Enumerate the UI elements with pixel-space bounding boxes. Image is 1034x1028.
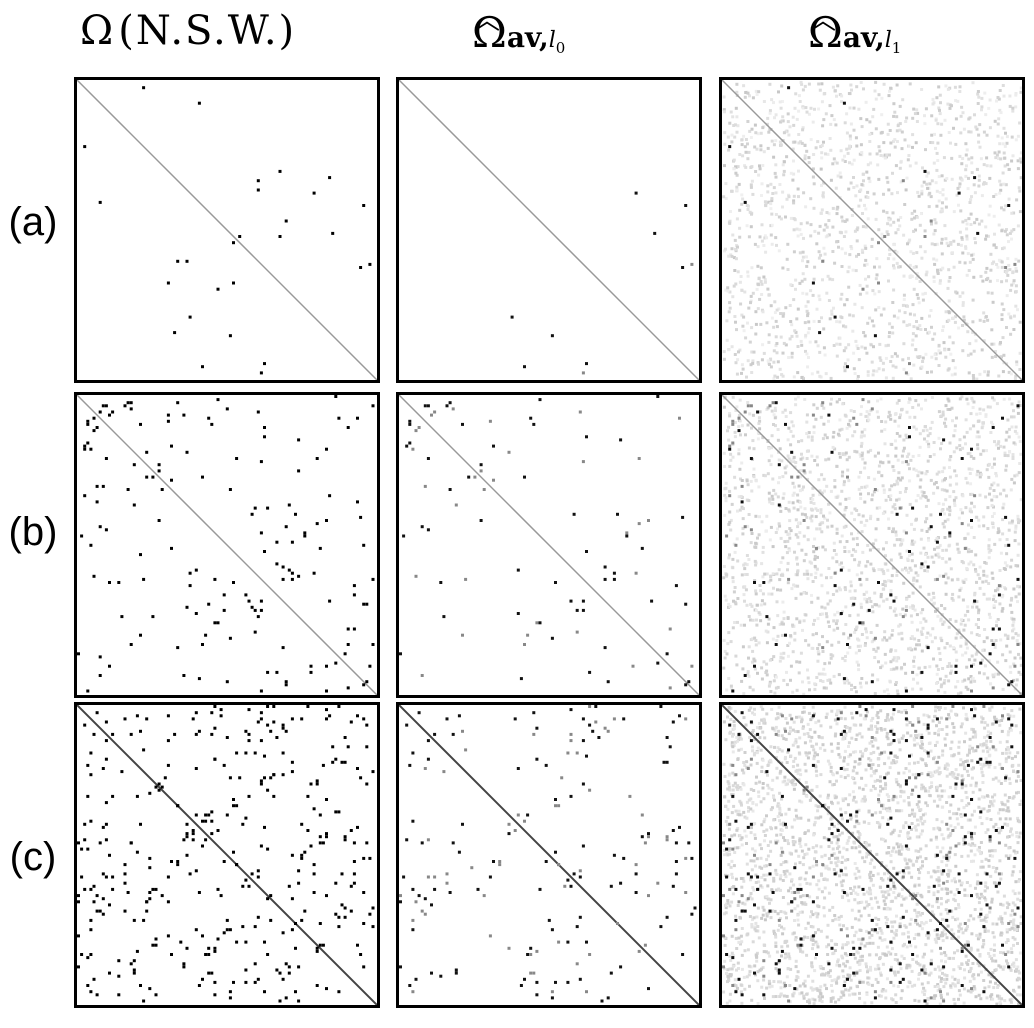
row-label-a: (a)	[8, 200, 58, 244]
subscript-index: 0	[555, 39, 566, 57]
omega-hat-symbol: Ω	[472, 8, 507, 57]
matrix-panel-a-nsw	[74, 77, 380, 383]
matrix-panel-b-l1	[719, 392, 1025, 698]
omega-symbol: Ω	[80, 8, 114, 54]
matrix-plot	[77, 395, 377, 695]
hat-mark: ︿	[474, 6, 501, 36]
matrix-plot	[399, 80, 699, 380]
subscript-av: av,	[842, 21, 885, 54]
matrix-panel-a-l1	[719, 77, 1025, 383]
matrix-plot	[722, 705, 1022, 1005]
matrix-plot	[399, 705, 699, 1005]
omega-hat-symbol: Ω	[808, 8, 843, 57]
matrix-panel-b-l0	[396, 392, 702, 698]
column-title-nsw: Ω (N.S.W.)	[80, 8, 296, 68]
matrix-panel-c-l1	[719, 702, 1025, 1008]
subscript-l: l	[884, 28, 892, 53]
row-label-b: (b)	[8, 510, 58, 554]
row-label-c: (c)	[9, 835, 57, 879]
matrix-plot	[399, 395, 699, 695]
matrix-plot	[722, 395, 1022, 695]
matrix-plot	[77, 80, 377, 380]
matrix-panel-c-nsw	[74, 702, 380, 1008]
matrix-panel-b-nsw	[74, 392, 380, 698]
nsw-label: (N.S.W.)	[118, 8, 297, 54]
subscript-l: l	[548, 28, 556, 53]
subscript-index: 1	[891, 39, 902, 57]
subscript-av: av,	[506, 21, 549, 54]
matrix-plot	[77, 705, 377, 1005]
hat-mark: ︿	[810, 6, 837, 36]
matrix-panel-a-l0	[396, 77, 702, 383]
column-title-l0: ︿ Ω av,l0	[472, 6, 566, 68]
column-title-l1: ︿ Ω av,l1	[808, 6, 902, 68]
matrix-panel-c-l0	[396, 702, 702, 1008]
matrix-plot	[722, 80, 1022, 380]
